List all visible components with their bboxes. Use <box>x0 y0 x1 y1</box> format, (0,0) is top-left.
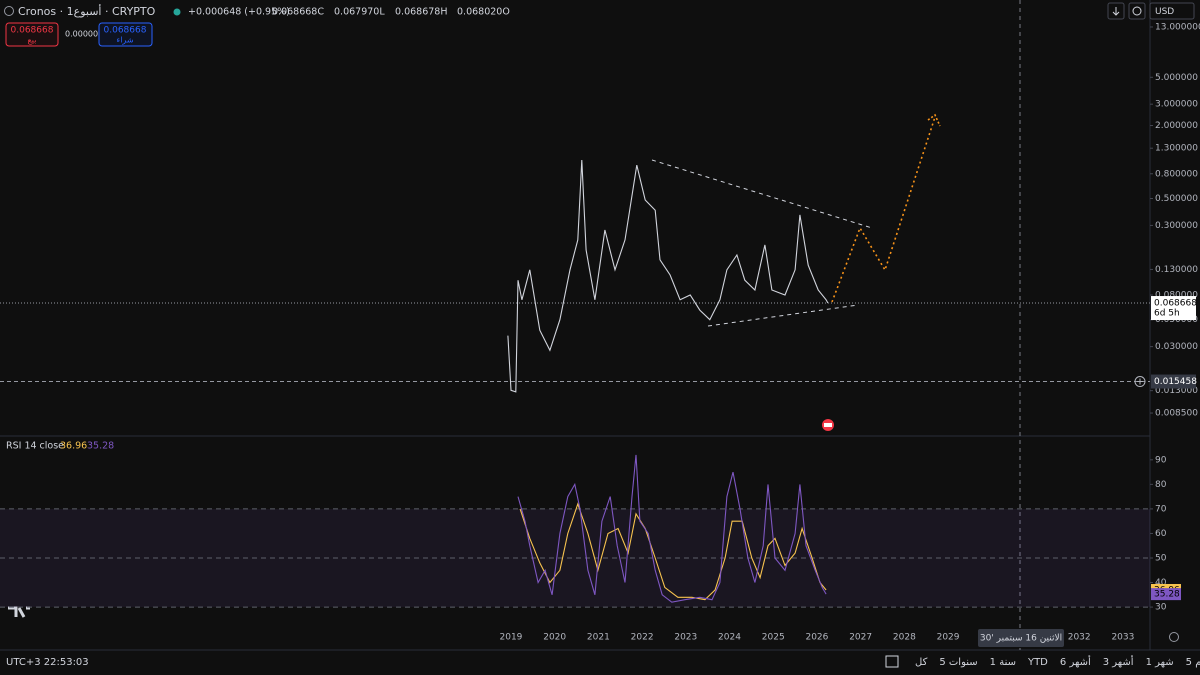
trend-drawings <box>651 113 941 327</box>
range-button[interactable]: 6 أشهر <box>1060 655 1091 668</box>
refresh-icon <box>1132 6 1142 16</box>
x-tick-label: 2022 <box>631 633 654 643</box>
currency-button[interactable] <box>1149 2 1195 20</box>
projection-arrow <box>927 113 941 127</box>
y-tick-label: 0.800000 <box>1155 169 1198 179</box>
symbol-icon <box>4 6 14 16</box>
range-button[interactable]: كل <box>915 657 928 668</box>
price-tag <box>1151 374 1196 389</box>
range-button[interactable]: 1 سنة <box>990 657 1016 668</box>
price-tag-label: 0.015458 <box>1154 377 1197 387</box>
y-tick-label: 0.008500 <box>1155 409 1198 419</box>
y-tick-label: 90 <box>1155 455 1167 465</box>
currency: USD <box>1155 7 1174 17</box>
x-tick-label: 2024 <box>718 633 741 643</box>
last-value-tag <box>1151 588 1181 601</box>
y-tick-label: 50 <box>1155 553 1167 563</box>
crosshair-date: الاثنين 16 سبتمبر '30 <box>980 634 1062 644</box>
price-tag-label: 0.068668 <box>1154 299 1197 309</box>
price-tag <box>1151 296 1196 321</box>
x-tick-label: 2025 <box>762 633 785 643</box>
y-tick-label: 80 <box>1155 480 1167 490</box>
x-tick-label: 2023 <box>674 633 697 643</box>
close: 0.068668C <box>272 7 324 18</box>
y-tick-label: 13.000000 <box>1155 22 1200 32</box>
range-button[interactable]: 5 أيام <box>1186 655 1200 668</box>
last-value-label: 35.28 <box>1154 590 1180 600</box>
range-button[interactable]: 3 أشهر <box>1103 655 1134 668</box>
clock: UTC+3 22:53:03 <box>6 657 89 668</box>
y-tick-label: 0.130000 <box>1155 265 1198 275</box>
y-tick-label: 40 <box>1155 578 1167 588</box>
y-tick-label: 0.500000 <box>1155 194 1198 204</box>
y-tick-label: 0.300000 <box>1155 221 1198 231</box>
crosshair-date-box <box>978 629 1064 647</box>
x-tick-label: 2032 <box>1068 633 1091 643</box>
buy-label: شراء <box>116 36 133 45</box>
settings-icon[interactable] <box>1169 632 1179 642</box>
legend-value: 36.96 <box>60 441 87 452</box>
y-tick-label: 5.000000 <box>1155 73 1198 83</box>
high: 0.068678H <box>395 7 447 18</box>
y-tick-label: 2.000000 <box>1155 121 1198 131</box>
sell-button[interactable] <box>5 22 59 47</box>
y-tick-label: 30 <box>1155 603 1167 613</box>
x-tick-label: 2020 <box>543 633 566 643</box>
range-button[interactable]: YTD <box>1027 657 1048 668</box>
x-tick-label: 2021 <box>587 633 610 643</box>
y-tick-label: 0.050000 <box>1155 315 1198 325</box>
y-tick-label: 0.080000 <box>1155 290 1198 300</box>
resistance-line <box>651 159 873 229</box>
symbol[interactable]: Cronos · 1أسبوع · CRYPTO <box>18 4 156 18</box>
y-tick-label: 1.300000 <box>1155 144 1198 154</box>
low: 0.067970L <box>334 7 385 18</box>
y-tick-label: 0.013000 <box>1155 386 1198 396</box>
date-range-icon[interactable] <box>885 655 899 668</box>
market-status <box>173 8 181 16</box>
buy-price: 0.068668 <box>104 26 147 36</box>
logo <box>8 606 30 618</box>
series-line <box>519 502 827 601</box>
event-icon-flag <box>824 423 832 427</box>
spread: 0.000000 <box>65 30 103 39</box>
range-button[interactable]: 5 سنوات <box>939 657 977 668</box>
refresh-button[interactable] <box>1128 2 1146 20</box>
sell-label: بيع <box>28 36 37 45</box>
series-line <box>517 454 827 603</box>
x-tick-label: 2028 <box>893 633 916 643</box>
download-icon <box>1112 7 1120 16</box>
sell-price: 0.068668 <box>11 26 54 36</box>
y-tick-label: 3.000000 <box>1155 100 1198 110</box>
x-tick-label: 2033 <box>1111 633 1134 643</box>
x-tick-label: 2027 <box>849 633 872 643</box>
download-button[interactable] <box>1107 2 1125 20</box>
indicator-title: RSI 14 close <box>6 441 64 452</box>
countdown: 6d 5h <box>1154 309 1180 319</box>
change: +0.000648 (+0.95%) <box>188 7 290 18</box>
price-line <box>507 159 829 393</box>
open: 0.068020O <box>457 7 510 18</box>
y-tick-label: 60 <box>1155 529 1167 539</box>
range-buttons: كل 5 سنوات 1 سنة YTD 6 أشهر 3 أشهر 1 شهر 5 أيام… <box>915 655 1200 668</box>
x-tick-label: 2026 <box>805 633 828 643</box>
y-tick-label: 70 <box>1155 504 1167 514</box>
add-alert[interactable] <box>1134 376 1146 388</box>
range-button[interactable]: 1 شهر <box>1146 657 1174 668</box>
y-tick-label: 0.030000 <box>1155 342 1198 352</box>
support-line <box>707 304 859 327</box>
legend-value: 35.28 <box>87 441 114 452</box>
x-tick-label: 2019 <box>500 633 523 643</box>
buy-button[interactable] <box>98 22 153 47</box>
add-alert-plus <box>1137 378 1143 385</box>
x-tick-label: 2029 <box>937 633 960 643</box>
